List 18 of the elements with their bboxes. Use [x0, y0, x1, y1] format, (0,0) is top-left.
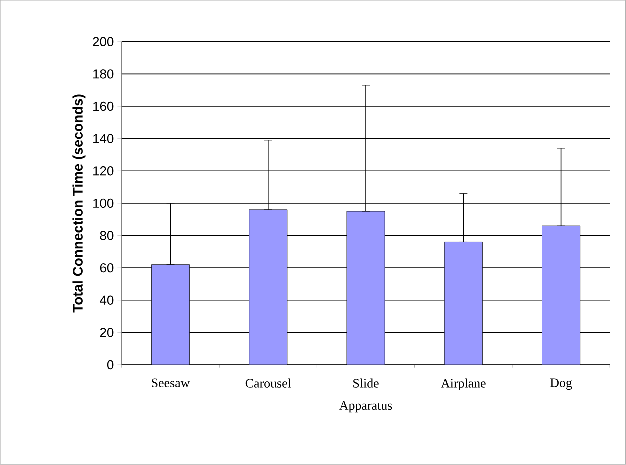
y-tick-label: 160 — [94, 102, 114, 112]
y-tick-label: 200 — [93, 37, 114, 47]
x-axis-title: Apparatus — [340, 401, 392, 413]
y-tick-label: 0 — [107, 360, 114, 370]
y-tick-label: 140 — [94, 134, 114, 144]
x-tick-label: Dog — [550, 378, 572, 390]
y-tick-label: 100 — [94, 198, 114, 208]
y-tick-label: 20 — [100, 328, 114, 338]
y-tick-label: 40 — [100, 296, 114, 305]
x-tick-label: Seesaw — [152, 378, 190, 388]
y-tick-label: 80 — [100, 231, 114, 240]
x-tick-label: Carousel — [246, 378, 292, 388]
y-tick-label: 120 — [94, 166, 114, 176]
y-tick-label: 180 — [94, 70, 114, 79]
y-tick-label: 60 — [100, 264, 114, 273]
y-axis-title: Total Connection Time (seconds) — [72, 94, 86, 313]
x-tick-label: Slide — [354, 378, 379, 388]
x-tick-label: Airplane — [441, 378, 486, 391]
